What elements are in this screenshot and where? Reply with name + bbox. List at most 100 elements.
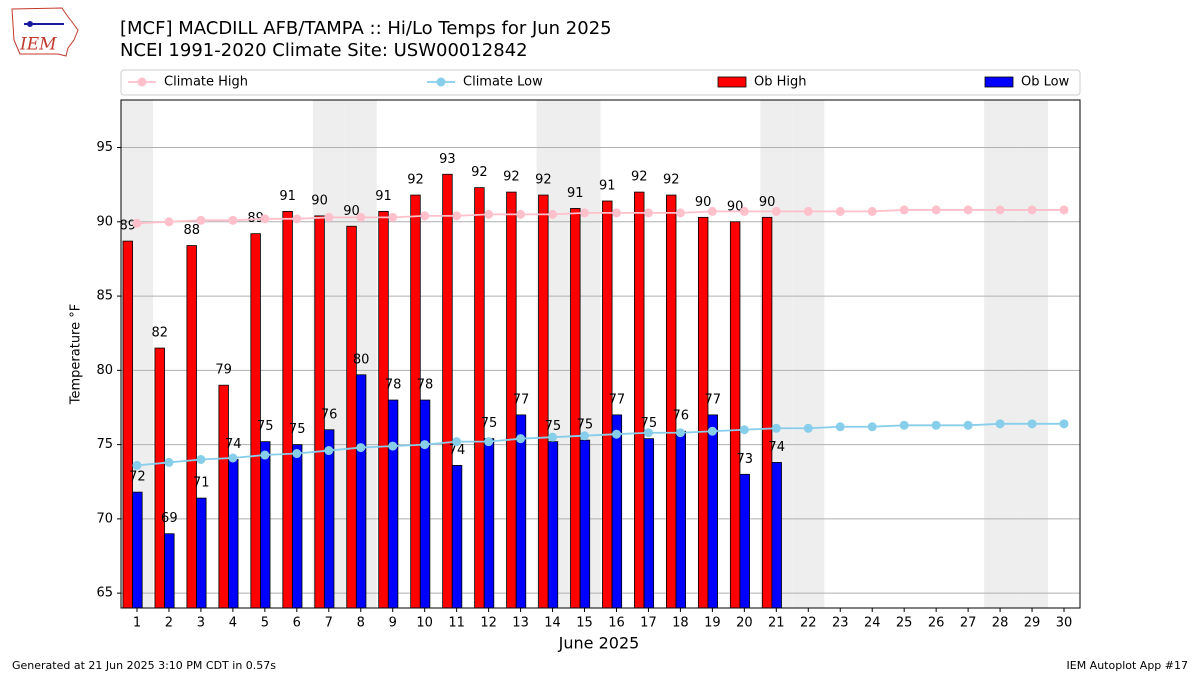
data-label: 80	[353, 352, 370, 367]
line-marker	[739, 425, 749, 435]
line-marker	[228, 215, 238, 225]
shaded-day	[1016, 100, 1049, 608]
line-marker	[803, 423, 813, 433]
line-marker	[835, 422, 845, 432]
x-tick-label: 2	[165, 616, 173, 631]
x-tick-label: 20	[736, 616, 753, 631]
bar	[387, 399, 399, 609]
x-tick-label: 15	[576, 616, 593, 631]
line-marker	[611, 208, 621, 218]
line-marker	[1059, 205, 1069, 215]
bar	[196, 497, 207, 609]
x-tick-label: 13	[512, 616, 529, 631]
data-label: 74	[225, 437, 242, 452]
bar	[483, 438, 495, 609]
footer-right: IEM Autoplot App #17	[1067, 659, 1189, 672]
line-marker	[899, 205, 909, 215]
data-label: 79	[215, 363, 232, 378]
line-marker	[931, 420, 941, 430]
line-marker	[292, 214, 302, 224]
x-tick-label: 12	[480, 616, 497, 631]
line-marker	[707, 206, 717, 216]
chart-subtitle: NCEI 1991-2020 Climate Site: USW00012842	[120, 40, 528, 61]
line-marker	[963, 420, 973, 430]
x-tick-label: 10	[416, 616, 433, 631]
data-label: 90	[343, 204, 360, 219]
bar	[410, 194, 421, 609]
data-label: 77	[609, 392, 626, 407]
logo-text: IEM	[19, 35, 57, 55]
bar	[643, 438, 655, 609]
line-marker	[995, 419, 1005, 429]
bar	[228, 459, 239, 609]
bar	[346, 225, 357, 609]
data-label: 91	[599, 179, 616, 194]
data-label: 75	[257, 419, 274, 434]
x-tick-label: 9	[389, 616, 397, 631]
data-label: 71	[193, 476, 210, 491]
bar	[474, 187, 485, 609]
x-tick-label: 16	[608, 616, 625, 631]
line-marker	[867, 422, 877, 432]
bar	[164, 533, 175, 609]
x-tick-label: 6	[293, 616, 301, 631]
line-marker	[1059, 419, 1069, 429]
x-tick-label: 8	[357, 616, 365, 631]
bar	[323, 429, 335, 609]
legend-marker	[137, 77, 147, 87]
data-label: 92	[503, 170, 520, 185]
line-marker	[388, 441, 398, 451]
line-marker	[675, 208, 685, 218]
data-label: 82	[151, 326, 168, 341]
line-marker	[771, 423, 781, 433]
x-tick-label: 7	[325, 616, 333, 631]
x-tick-label: 19	[704, 616, 721, 631]
data-label: 77	[704, 392, 721, 407]
line-marker	[548, 209, 558, 219]
line-marker	[452, 437, 462, 447]
x-axis-label: June 2025	[558, 634, 640, 653]
legend-label: Ob High	[754, 75, 807, 90]
legend-swatch	[717, 76, 747, 88]
data-label: 88	[183, 223, 200, 238]
legend-box	[120, 69, 1081, 96]
line-marker	[739, 206, 749, 216]
bar	[282, 211, 293, 609]
legend-label: Climate Low	[463, 75, 543, 90]
y-tick-label: 65	[96, 586, 113, 601]
y-tick-label: 75	[96, 437, 113, 452]
data-label: 73	[736, 452, 753, 467]
data-label: 90	[695, 195, 712, 210]
bar	[739, 473, 750, 609]
data-label: 90	[311, 193, 328, 208]
line-marker	[164, 217, 174, 227]
x-tick-label: 14	[544, 616, 561, 631]
data-label: 91	[279, 189, 296, 204]
line-marker	[803, 206, 813, 216]
x-tick-label: 3	[197, 616, 205, 631]
data-label: 75	[641, 416, 658, 431]
data-label: 75	[577, 418, 594, 433]
line-marker	[484, 209, 494, 219]
bar	[697, 216, 709, 609]
line-marker	[196, 454, 206, 464]
data-label: 76	[673, 409, 690, 424]
x-tick-label: 22	[800, 616, 817, 631]
bar	[579, 439, 591, 609]
line-marker	[196, 215, 206, 225]
bar	[666, 194, 677, 609]
line-marker	[580, 431, 590, 441]
x-tick-label: 4	[229, 616, 237, 631]
x-tick-label: 24	[864, 616, 881, 631]
plot-frame	[120, 99, 1081, 609]
data-label: 75	[545, 419, 562, 434]
data-label: 72	[129, 470, 146, 485]
bar	[442, 173, 453, 609]
line-marker	[356, 443, 366, 453]
bar	[538, 194, 549, 609]
x-tick-label: 11	[448, 616, 465, 631]
y-tick-label: 85	[96, 289, 113, 304]
bar	[570, 208, 581, 609]
data-label: 91	[567, 186, 584, 201]
line-marker	[292, 449, 302, 459]
